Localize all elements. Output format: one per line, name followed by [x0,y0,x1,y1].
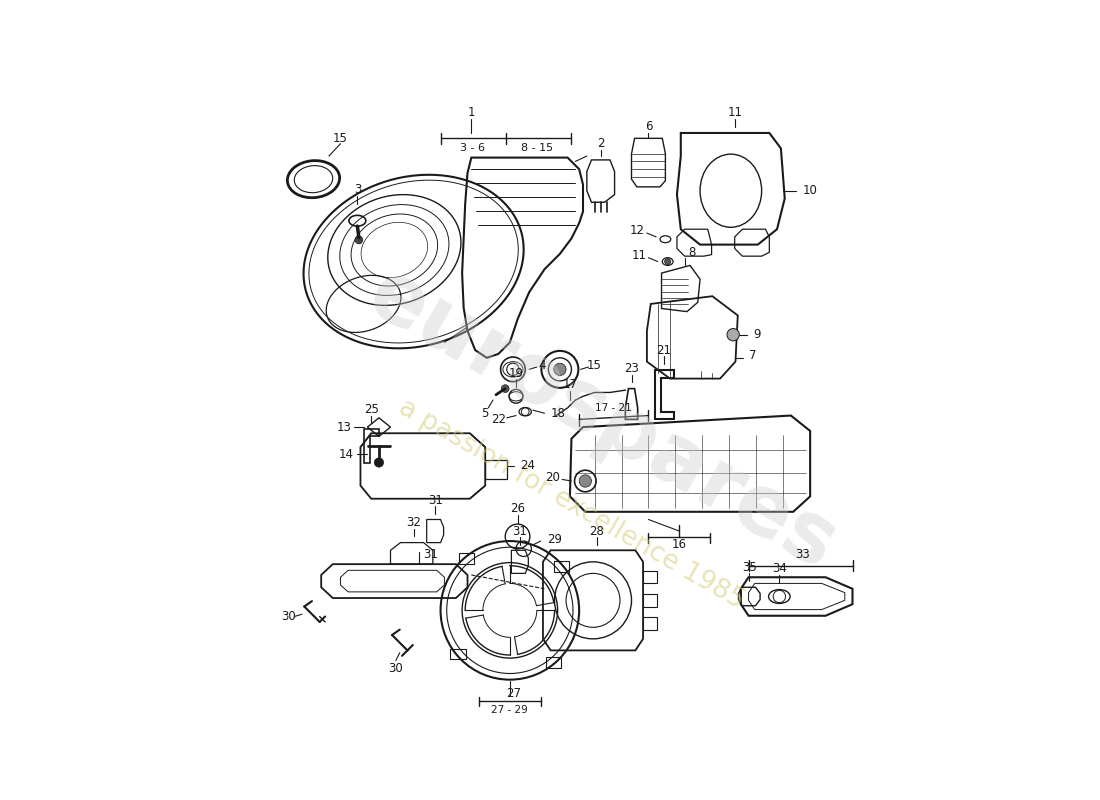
Bar [546,657,561,668]
Text: 5: 5 [482,406,488,420]
Circle shape [727,329,739,341]
Text: 26: 26 [510,502,525,515]
Text: 13: 13 [337,421,352,434]
Bar [485,460,507,479]
Bar [459,553,474,564]
Circle shape [374,458,384,467]
Text: 19: 19 [508,366,524,380]
Text: 16: 16 [672,538,686,550]
Text: 17: 17 [562,378,578,391]
Text: 11: 11 [631,249,647,262]
Circle shape [664,258,671,265]
Text: 34: 34 [772,562,786,575]
Text: eurospares: eurospares [353,252,851,586]
Text: 31: 31 [513,525,527,538]
Bar [644,571,657,583]
Text: 14: 14 [339,447,354,461]
Text: 10: 10 [803,184,817,198]
Text: 1: 1 [468,106,475,119]
Text: 17 - 21: 17 - 21 [595,403,632,413]
Text: 30: 30 [388,662,404,674]
Text: 7: 7 [749,349,757,362]
Text: 12: 12 [629,224,645,238]
Text: 31: 31 [424,548,439,561]
Text: 25: 25 [364,403,378,416]
Text: 23: 23 [624,362,639,375]
Text: 9: 9 [754,328,761,341]
Text: 15: 15 [333,132,348,145]
Text: 21: 21 [657,344,671,357]
Circle shape [502,385,509,393]
Text: 33: 33 [795,548,810,561]
Circle shape [579,475,592,487]
Bar [644,594,657,606]
Text: 8 - 15: 8 - 15 [520,143,553,154]
Text: 32: 32 [406,516,421,529]
Text: 18: 18 [551,406,565,420]
Text: 8: 8 [689,246,696,259]
Text: 27 - 29: 27 - 29 [492,706,528,715]
Text: 3 - 6: 3 - 6 [461,143,485,154]
Bar [644,618,657,630]
Text: 29: 29 [547,533,562,546]
Text: 27: 27 [506,687,521,700]
Text: 24: 24 [520,459,535,472]
Circle shape [553,363,566,375]
Circle shape [355,236,363,244]
Text: 15: 15 [587,359,602,372]
Text: 22: 22 [492,413,507,426]
Text: 11: 11 [727,106,742,119]
Text: 2: 2 [597,138,605,150]
Text: 28: 28 [590,525,604,538]
Text: 35: 35 [741,561,757,574]
Text: 4: 4 [538,359,546,372]
Text: 6: 6 [645,120,652,134]
Text: 3: 3 [354,183,361,197]
Text: 31: 31 [428,494,442,506]
Bar [554,562,570,572]
Bar [450,649,465,659]
Text: 30: 30 [280,610,296,623]
Text: a passion for excellence 1985: a passion for excellence 1985 [394,394,749,614]
Text: 20: 20 [544,471,560,485]
